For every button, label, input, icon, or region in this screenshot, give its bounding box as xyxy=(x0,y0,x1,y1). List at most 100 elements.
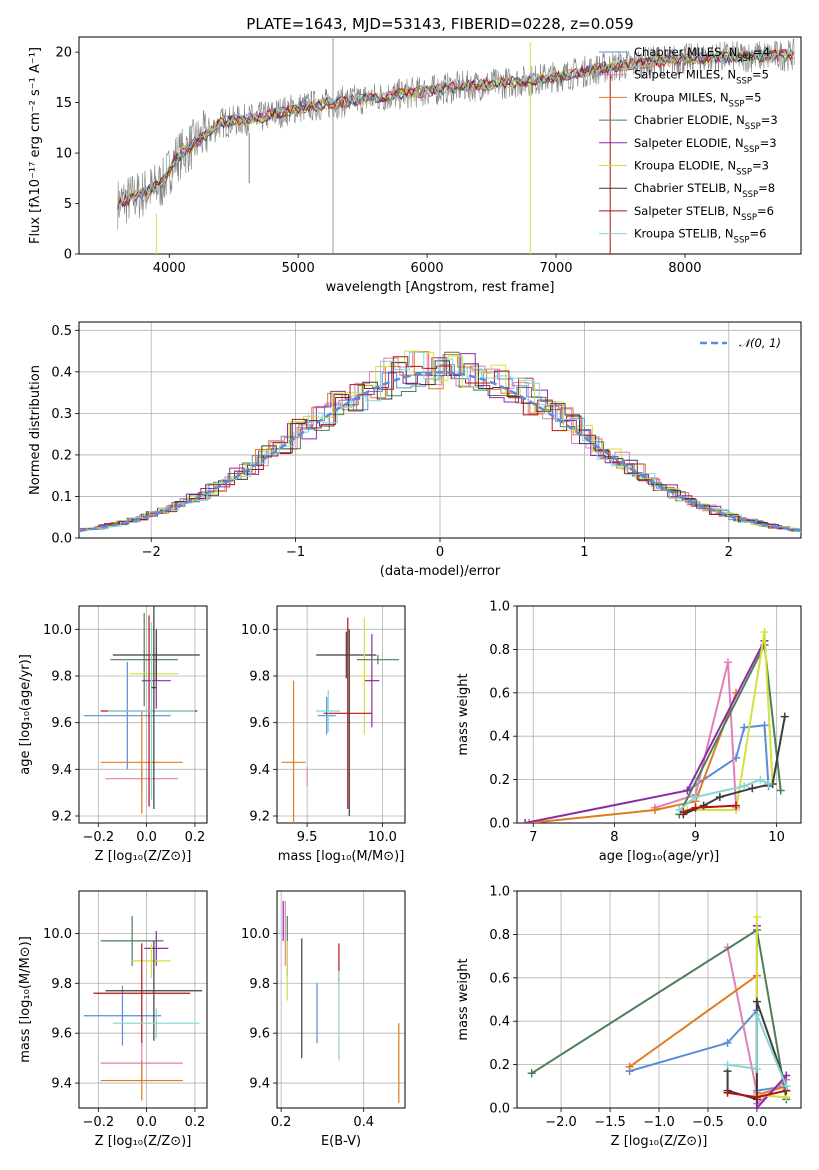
x-axis-label: Z [log₁₀(Z/Z⊙)] xyxy=(95,1134,192,1149)
x-tick-label: 0 xyxy=(436,545,444,560)
legend-entry: Salpeter STELIB, NSSP=6 xyxy=(634,204,774,223)
x-axis-label: E(B-V) xyxy=(321,1134,361,1149)
plot-frame xyxy=(276,890,406,1109)
data-point-marker xyxy=(679,808,688,817)
panel-age-vs-Z: −0.2 0.0 0.2 9.2 9.4 9.6 9.8 10.0 Z [log₁₀(Z/Z⊙)… xyxy=(18,605,208,864)
y-tick-label: 9.4 xyxy=(51,763,72,778)
legend-entry: 𝒩(0, 1) xyxy=(739,336,781,350)
x-axis-label: (data-model)/error xyxy=(380,564,501,579)
y-tick-label: 9.8 xyxy=(249,670,270,685)
data-point-marker xyxy=(732,801,741,810)
x-tick-label: 10 xyxy=(768,830,785,845)
residual-histogram-8 xyxy=(79,351,801,532)
mass-weight-line-2 xyxy=(529,692,738,823)
plot-area xyxy=(521,628,789,823)
x-tick-label: 0.2 xyxy=(185,1115,206,1130)
data-point-marker xyxy=(715,792,724,801)
x-tick-label: 8000 xyxy=(668,261,701,276)
panel-residuals: −2 −1 0 1 2 0.0 0.1 0.2 0.3 0.4 0.5 (data-model)/er… xyxy=(28,321,802,579)
x-axis-label: wavelength [Angstrom, rest frame] xyxy=(326,280,555,295)
model-spectrum-4 xyxy=(117,48,794,208)
plot-area xyxy=(79,350,801,533)
y-tick-label: 15 xyxy=(55,96,72,111)
mass-weight-line-1 xyxy=(654,662,738,809)
x-axis-label: Z [log₁₀(Z/Z⊙)] xyxy=(611,1134,708,1149)
y-tick-label: 9.4 xyxy=(51,1077,72,1092)
data-point-marker xyxy=(723,1060,732,1069)
residual-histogram-6 xyxy=(79,360,801,532)
y-tick-label: 10.0 xyxy=(43,623,72,638)
y-tick-label: 9.8 xyxy=(51,670,72,685)
y-tick-label: 0.5 xyxy=(51,324,72,339)
y-tick-label: 0.1 xyxy=(51,490,72,505)
y-tick-label: 9.8 xyxy=(249,977,270,992)
y-tick-label: 9.6 xyxy=(51,716,72,731)
data-point-marker xyxy=(748,784,757,793)
x-tick-label: −1 xyxy=(286,545,305,560)
x-tick-label: 4000 xyxy=(153,261,186,276)
data-point-marker xyxy=(683,786,692,795)
y-axis-label: mass [log₁₀(M/M⊙)] xyxy=(18,936,33,1063)
plot-area xyxy=(527,913,791,1108)
y-tick-label: 10.0 xyxy=(241,927,270,942)
data-point-marker xyxy=(625,1062,634,1071)
x-axis-label: mass [log₁₀(M/M⊙)] xyxy=(278,849,405,864)
y-tick-label: 0.2 xyxy=(51,448,72,463)
data-point-marker xyxy=(740,782,749,791)
data-point-marker xyxy=(723,658,732,667)
data-point-marker xyxy=(525,819,534,823)
y-tick-label: 10.0 xyxy=(241,623,270,638)
panel-spectrum: 4000 5000 6000 7000 8000 0 5 10 15 20 wavelength [… xyxy=(28,36,802,295)
plot-area xyxy=(281,617,399,823)
y-tick-label: 20 xyxy=(55,46,72,61)
data-point-marker xyxy=(764,779,773,788)
y-tick-label: 9.6 xyxy=(249,1027,270,1042)
x-tick-label: 2 xyxy=(725,545,733,560)
x-tick-label: 10.0 xyxy=(368,830,397,845)
x-tick-label: 7 xyxy=(529,830,537,845)
y-tick-label: 0.6 xyxy=(489,686,510,701)
spectrum-data xyxy=(117,38,795,230)
x-tick-label: −0.2 xyxy=(83,1115,115,1130)
y-axis-label: Normed distribution xyxy=(28,365,43,495)
y-tick-label: 9.6 xyxy=(249,716,270,731)
plot-frame xyxy=(276,605,406,824)
y-tick-label: 9.6 xyxy=(51,1027,72,1042)
y-tick-label: 5 xyxy=(64,197,72,212)
x-tick-label: 1 xyxy=(580,545,588,560)
data-point-marker xyxy=(752,1104,761,1108)
x-tick-label: 0.0 xyxy=(136,830,157,845)
x-tick-label: 6000 xyxy=(411,261,444,276)
plot-area xyxy=(83,606,200,814)
y-tick-label: 0 xyxy=(64,248,72,263)
y-tick-label: 10 xyxy=(55,147,72,162)
x-tick-label: 0.2 xyxy=(185,830,206,845)
data-point-marker xyxy=(691,803,700,812)
y-tick-label: 0.0 xyxy=(489,1102,510,1117)
data-point-marker xyxy=(752,1064,761,1073)
data-point-marker xyxy=(780,712,789,721)
x-tick-label: −2.0 xyxy=(545,1115,577,1130)
x-tick-label: −1.0 xyxy=(643,1115,675,1130)
legend-entry: Salpeter ELODIE, NSSP=3 xyxy=(634,136,777,155)
data-point-marker xyxy=(527,1069,536,1078)
data-point-marker xyxy=(782,1071,791,1080)
plot-area xyxy=(83,915,203,1101)
plot-frame xyxy=(78,890,208,1109)
y-tick-label: 9.2 xyxy=(249,810,270,825)
data-point-marker xyxy=(740,723,749,732)
y-tick-label: 0.8 xyxy=(489,928,510,943)
y-axis-label: mass weight xyxy=(456,673,471,755)
y-tick-label: 9.8 xyxy=(51,977,72,992)
data-point-marker xyxy=(752,1093,761,1102)
y-tick-label: 0.8 xyxy=(489,643,510,658)
legend-entry: Kroupa MILES, NSSP=5 xyxy=(634,90,761,109)
plot-frame xyxy=(516,890,802,1109)
model-spectrum-8 xyxy=(117,49,794,207)
y-tick-label: 9.4 xyxy=(249,1077,270,1092)
y-tick-label: 9.2 xyxy=(51,810,72,825)
y-tick-label: 0.4 xyxy=(489,1015,510,1030)
legend: Chabrier MILES, NSSP=4 Salpeter MILES, NS… xyxy=(599,45,778,246)
data-point-marker xyxy=(752,913,761,922)
plot-area xyxy=(282,900,400,1104)
